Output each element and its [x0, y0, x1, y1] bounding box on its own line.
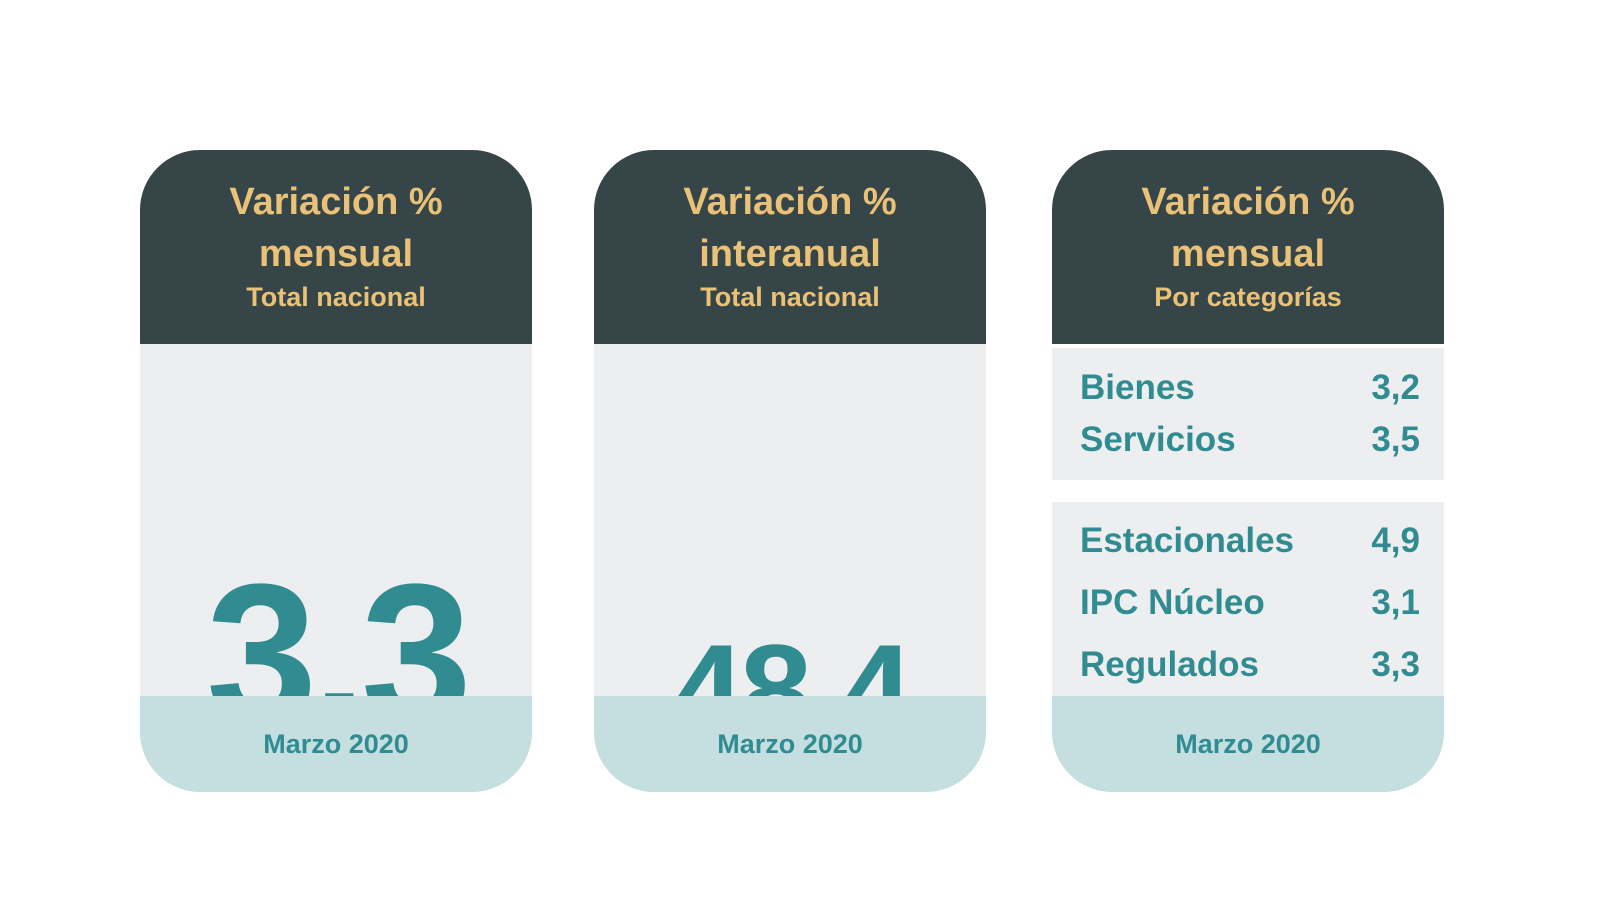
category-group-components: Estacionales 4,9 IPC Núcleo 3,1 Regulado… [1052, 502, 1444, 698]
card-header: Variación % interanual Total nacional [594, 150, 986, 344]
period-label: Marzo 2020 [263, 729, 409, 759]
category-value: 3,5 [1371, 420, 1420, 459]
category-value: 3,2 [1371, 368, 1420, 407]
category-group-goods-services: Bienes 3,2 Servicios 3,5 [1052, 348, 1444, 480]
category-value: 3,3 [1371, 645, 1420, 684]
card-header: Variación % mensual Total nacional [140, 150, 532, 344]
category-label: Bienes [1080, 368, 1195, 407]
category-label: IPC Núcleo [1080, 583, 1265, 622]
category-label: Estacionales [1080, 521, 1294, 560]
card-footer: Marzo 2020 [1052, 696, 1444, 792]
category-row: IPC Núcleo 3,1 [1080, 572, 1420, 634]
card-monthly-by-category: Variación % mensual Por categorías Biene… [1052, 150, 1444, 792]
card-header: Variación % mensual Por categorías [1052, 150, 1444, 344]
category-row: Regulados 3,3 [1080, 634, 1420, 696]
card-title-line2: interanual [699, 233, 881, 275]
category-row: Estacionales 4,9 [1080, 510, 1420, 572]
card-title-line2: mensual [258, 233, 414, 275]
category-row: Servicios 3,5 [1080, 414, 1420, 466]
card-title-line1: Variación % [1141, 181, 1355, 223]
card-subtitle: Total nacional [246, 282, 426, 312]
card-footer: Marzo 2020 [594, 696, 986, 792]
category-value: 3,1 [1371, 583, 1420, 622]
period-label: Marzo 2020 [1175, 729, 1321, 759]
category-value: 4,9 [1371, 521, 1420, 560]
card-title-line1: Variación % [229, 181, 443, 223]
period-label: Marzo 2020 [717, 729, 863, 759]
card-title-line1: Variación % [683, 181, 897, 223]
category-label: Servicios [1080, 420, 1236, 459]
card-title-line2: mensual [1170, 233, 1326, 275]
card-subtitle: Total nacional [700, 282, 880, 312]
card-footer: Marzo 2020 [140, 696, 532, 792]
category-row: Bienes 3,2 [1080, 362, 1420, 414]
card-subtitle: Por categorías [1154, 282, 1342, 312]
card-interannual-total: Variación % interanual Total nacional 48… [594, 150, 986, 792]
card-monthly-total: Variación % mensual Total nacional 3,3 M… [140, 150, 532, 792]
category-label: Regulados [1080, 645, 1259, 684]
